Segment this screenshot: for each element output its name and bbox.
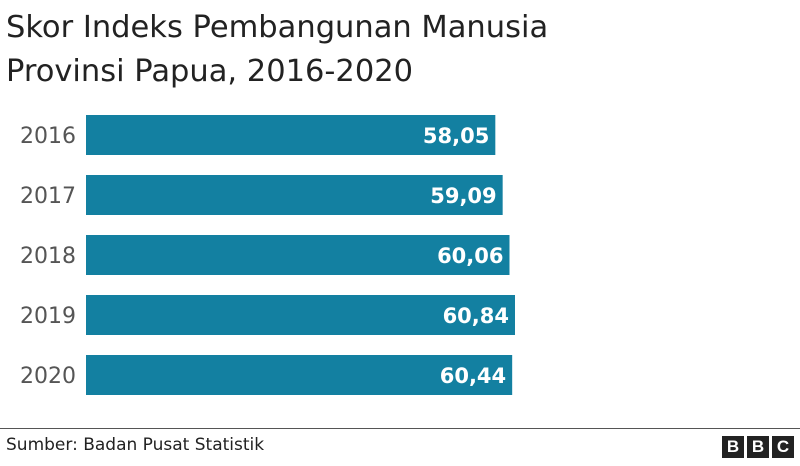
category-label-2019: 2019 xyxy=(20,304,76,329)
chart-title-line-1: Skor Indeks Pembangunan Manusia xyxy=(6,10,549,45)
category-label-2018: 2018 xyxy=(20,244,76,269)
value-label-2018: 60,06 xyxy=(437,244,503,268)
chart-title: Skor Indeks Pembangunan Manusia Provinsi… xyxy=(6,6,786,94)
value-label-2019: 60,84 xyxy=(443,304,509,328)
chart-title-line-2: Provinsi Papua, 2016-2020 xyxy=(6,54,414,89)
category-label-2016: 2016 xyxy=(20,124,76,149)
bar-chart: 2016 58,05 2017 59,09 2018 60,06 2019 60,84 2020… xyxy=(20,115,515,395)
category-label-2017: 2017 xyxy=(20,184,76,209)
bar-2017 xyxy=(86,175,503,215)
value-label-2016: 58,05 xyxy=(423,124,489,148)
bbc-logo-block-2: B xyxy=(747,436,769,458)
footer-divider xyxy=(0,428,800,429)
value-label-2017: 59,09 xyxy=(430,184,496,208)
bbc-logo-block-3: C xyxy=(772,436,794,458)
bar-2019 xyxy=(86,295,515,335)
bar-2018 xyxy=(86,235,510,275)
source-note: Sumber: Badan Pusat Statistik xyxy=(6,435,265,455)
value-label-2020: 60,44 xyxy=(440,364,506,388)
category-label-2020: 2020 xyxy=(20,364,76,389)
bar-2020 xyxy=(86,355,513,395)
bar-2016 xyxy=(86,115,496,155)
bbc-logo-block-1: B xyxy=(722,436,744,458)
bbc-logo: B B C xyxy=(722,436,794,458)
